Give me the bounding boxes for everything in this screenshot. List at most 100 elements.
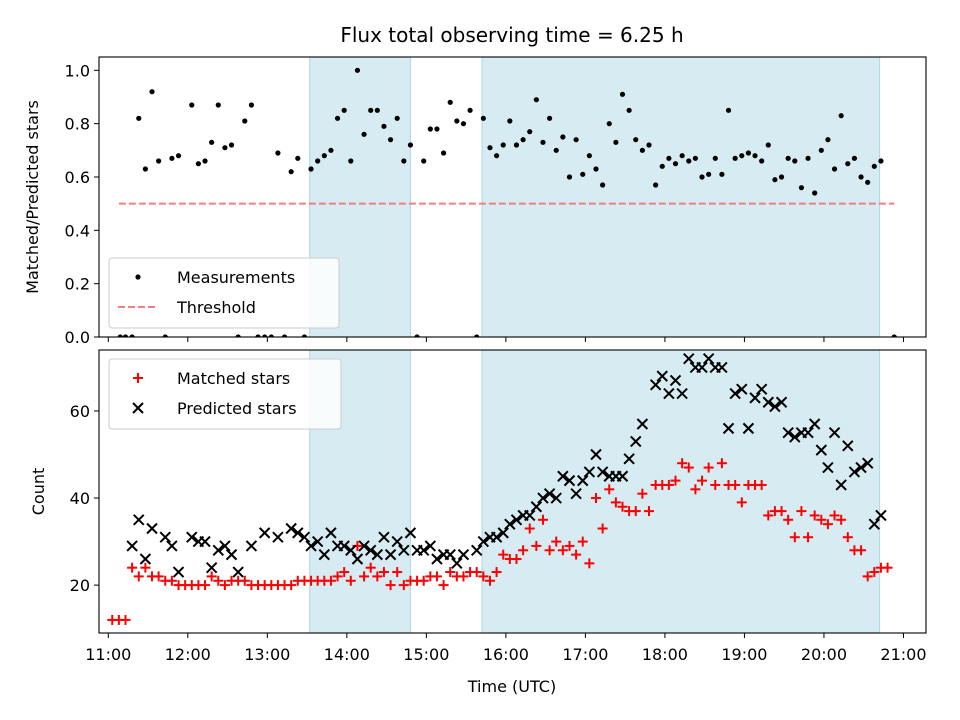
measurement-point: [785, 155, 791, 161]
matched-star-marker: [604, 484, 615, 495]
measurement-point: [321, 153, 327, 159]
matched-star-marker: [286, 580, 297, 591]
predicted-star-marker: [424, 540, 437, 552]
predicted-star-marker: [716, 361, 728, 374]
matched-star-marker: [842, 532, 853, 543]
measurement-point: [672, 161, 679, 167]
predicted-star-marker: [557, 470, 569, 482]
matched-star-marker: [756, 479, 767, 490]
measurement-point: [149, 89, 155, 95]
measurement-point: [493, 153, 500, 159]
measurement-point: [600, 182, 606, 188]
predicted-star-marker: [583, 466, 596, 478]
matched-star-marker: [524, 523, 535, 534]
measurement-point: [573, 137, 579, 143]
predicted-star-marker: [789, 431, 801, 443]
measurement-point: [865, 179, 871, 185]
predicted-star-marker: [822, 461, 834, 474]
measurement-point: [474, 334, 480, 337]
legend: Matched stars Predicted stars: [108, 358, 342, 430]
matched-star-marker: [127, 562, 138, 573]
measurement-point: [460, 121, 467, 127]
measurement-point: [381, 123, 387, 129]
predicted-star-marker: [166, 540, 178, 552]
measurement-point: [136, 115, 142, 121]
legend-box: [108, 358, 342, 430]
predicted-star-marker: [524, 509, 536, 522]
predicted-star-marker: [848, 466, 861, 478]
measurement-point: [480, 115, 486, 121]
matched-star-marker: [637, 488, 648, 499]
measurement-point: [639, 147, 645, 153]
predicted-star-marker: [755, 383, 768, 395]
legend-label: Threshold: [176, 298, 256, 317]
matched-star-marker: [856, 545, 867, 556]
predicted-star-marker: [417, 544, 430, 556]
predicted-star-marker: [378, 531, 390, 543]
predicted-star-marker: [510, 514, 523, 526]
predicted-star-marker: [769, 400, 781, 413]
matched-star-marker: [584, 558, 595, 569]
predicted-star-marker: [126, 540, 138, 552]
measurement-point: [368, 107, 374, 113]
legend-label: Predicted stars: [177, 399, 297, 418]
matched-star-marker: [219, 580, 230, 591]
measurement-point: [348, 158, 354, 164]
predicted-star-marker: [577, 474, 589, 487]
predicted-star-marker: [358, 540, 370, 552]
predicted-star-marker: [457, 548, 470, 561]
predicted-star-marker: [775, 396, 788, 408]
matched-star-marker: [398, 580, 409, 591]
axes-frame: [98, 349, 927, 634]
measurement-point: [421, 158, 427, 164]
matched-star-marker: [392, 567, 403, 578]
matched-star-marker: [796, 506, 807, 517]
predicted-star-marker: [855, 461, 867, 474]
predicted-star-marker: [550, 492, 562, 504]
predicted-star-marker: [663, 387, 675, 400]
y-tick-label: 0.6: [65, 168, 90, 187]
measurement-point: [228, 142, 235, 148]
predicted-star-marker: [225, 548, 238, 561]
measurement-point: [626, 107, 632, 113]
count-panel: 20 40 60 11:00 12:00 13:00 14:00 15:00 16:00 17:0…: [29, 349, 927, 664]
measurement-point: [825, 137, 831, 143]
measurement-point: [659, 163, 665, 169]
predicted-star-marker: [371, 548, 384, 561]
measurement-point: [295, 155, 301, 161]
matched-star-marker: [776, 506, 787, 517]
measurement-point: [427, 126, 433, 132]
measurement-point: [500, 142, 506, 148]
x-tick-label: 16:00: [483, 645, 529, 664]
matched-star-marker: [803, 532, 814, 543]
measurement-point: [275, 150, 281, 156]
measurement-point: [553, 147, 559, 153]
predicted-star-marker: [504, 518, 516, 530]
measurement-point: [248, 102, 255, 108]
measurement-point: [818, 147, 824, 153]
measurement-point: [566, 174, 573, 180]
matched-star-marker: [590, 493, 601, 504]
measurement-point: [268, 334, 274, 337]
x-tick-label: 12:00: [165, 645, 211, 664]
matched-star-marker: [544, 545, 555, 556]
y-tick-label: 40: [70, 489, 90, 508]
matched-star-marker: [133, 571, 144, 582]
matched-star-marker: [690, 484, 701, 495]
predicted-star-marker: [325, 527, 337, 539]
measurement-point: [467, 107, 473, 113]
legend-predicted-swatch: [132, 402, 144, 414]
x-axis-label: Time (UTC): [467, 677, 556, 696]
matched-star-marker: [816, 514, 827, 525]
matched-star-marker: [140, 562, 151, 573]
predicted-star-marker: [292, 527, 304, 539]
measurement-point: [560, 134, 566, 140]
matched-star-marker: [822, 519, 833, 530]
measurement-point: [719, 171, 725, 177]
measurement-point: [732, 155, 738, 161]
predicted-star-marker: [232, 566, 244, 578]
measurement-point: [858, 174, 864, 180]
measurement-point: [679, 153, 685, 159]
matched-star-marker: [325, 575, 336, 586]
matched-star-marker: [809, 510, 820, 521]
